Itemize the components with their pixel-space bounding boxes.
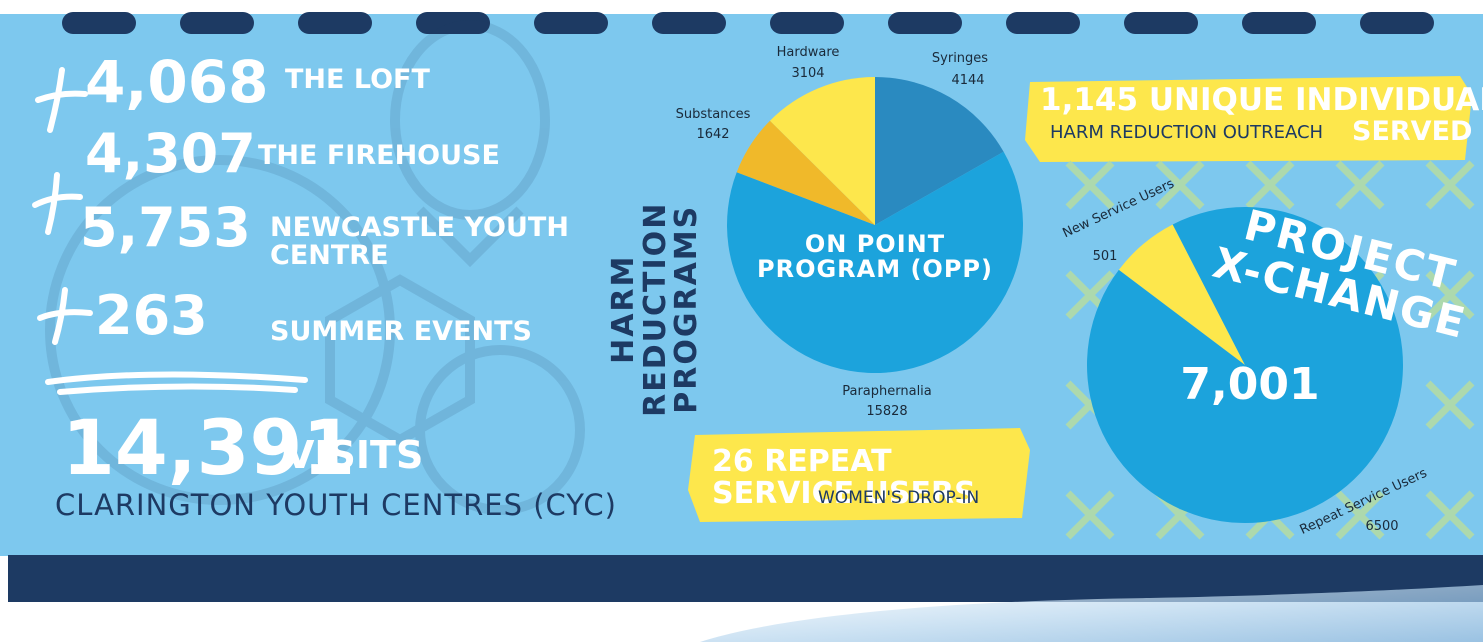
subtitle: CLARINGTON YOUTH CENTRES (CYC) bbox=[55, 490, 617, 520]
dash bbox=[1242, 12, 1316, 34]
dash bbox=[180, 12, 254, 34]
dash bbox=[652, 12, 726, 34]
pie-title: ON POINT PROGRAM (OPP) bbox=[745, 232, 1005, 282]
dash bbox=[1124, 12, 1198, 34]
section-title: HARM REDUCTION PROGRAMS bbox=[608, 154, 703, 464]
dash bbox=[1006, 12, 1080, 34]
slice-value: 15828 bbox=[866, 404, 907, 419]
dash bbox=[1360, 12, 1434, 34]
dash bbox=[534, 12, 608, 34]
stat-value: 5,753 bbox=[80, 200, 251, 257]
slice-value: 501 bbox=[1093, 249, 1118, 264]
slice-label: Syringes bbox=[932, 51, 988, 66]
footer-band bbox=[8, 555, 1483, 602]
total-label: VISITS bbox=[285, 436, 423, 476]
slice-value: 3104 bbox=[791, 66, 824, 81]
stat-value: 263 bbox=[95, 288, 208, 345]
pie-center-label: 7,001 bbox=[1170, 362, 1330, 408]
dash bbox=[888, 12, 962, 34]
stat-label: SUMMER EVENTS bbox=[270, 318, 532, 346]
infographic: Syringes 4144 Paraphernalia 15828 Substa… bbox=[0, 0, 1483, 642]
dash bbox=[298, 12, 372, 34]
dash bbox=[770, 12, 844, 34]
dash bbox=[62, 12, 136, 34]
callout-text: HARM REDUCTION OUTREACH bbox=[1050, 124, 1323, 143]
stat-value: 4,068 bbox=[85, 52, 268, 113]
slice-label: Hardware bbox=[777, 45, 840, 60]
stat-value: 4,307 bbox=[85, 126, 256, 183]
stat-label: THE LOFT bbox=[285, 66, 430, 94]
callout-headline: 1,145 UNIQUE INDIVIDUALS bbox=[1040, 84, 1483, 117]
slice-value: 4144 bbox=[951, 73, 984, 88]
stat-label: NEWCASTLE YOUTH CENTRE bbox=[270, 214, 600, 271]
slice-label: Substances bbox=[676, 107, 751, 122]
slice-value: 1642 bbox=[696, 127, 729, 142]
callout-text: WOMEN'S DROP-IN bbox=[818, 490, 979, 508]
slice-value: 6500 bbox=[1365, 519, 1398, 534]
stat-label: THE FIREHOUSE bbox=[258, 142, 500, 170]
slice-label: Paraphernalia bbox=[842, 384, 932, 399]
callout-emphasis: SERVED bbox=[1352, 118, 1472, 146]
